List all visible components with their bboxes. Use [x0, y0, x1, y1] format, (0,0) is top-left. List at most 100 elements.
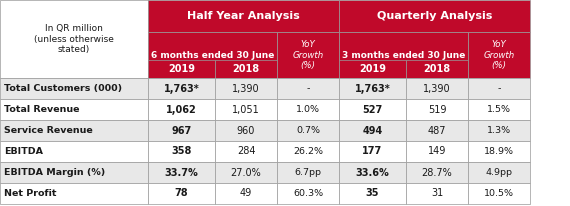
Text: 27.0%: 27.0% [231, 167, 262, 178]
Bar [339, 162, 406, 183]
Text: 60.3%: 60.3% [293, 189, 323, 198]
Text: 28.7%: 28.7% [422, 167, 453, 178]
Bar [339, 60, 406, 78]
Text: 2019: 2019 [359, 64, 386, 74]
Text: 1,390: 1,390 [423, 83, 451, 94]
Bar [215, 60, 277, 78]
Text: 4.9pp: 4.9pp [486, 168, 512, 177]
Bar [468, 120, 530, 141]
Text: Total Customers (000): Total Customers (000) [4, 84, 122, 93]
Text: 3 months ended 30 June: 3 months ended 30 June [342, 50, 465, 60]
Text: YoY
Growth
(%): YoY Growth (%) [483, 40, 515, 70]
Text: 31: 31 [431, 188, 443, 199]
Text: 1,051: 1,051 [232, 104, 260, 115]
Text: 0.7%: 0.7% [296, 126, 320, 135]
Text: 10.5%: 10.5% [484, 189, 514, 198]
Text: 177: 177 [363, 146, 382, 157]
Bar [406, 78, 468, 99]
Bar [148, 32, 277, 78]
Text: 1.0%: 1.0% [296, 105, 320, 114]
Bar [339, 141, 406, 162]
Text: 487: 487 [428, 125, 446, 136]
Text: 2018: 2018 [424, 64, 450, 74]
Text: 78: 78 [174, 188, 188, 199]
Text: 1.3%: 1.3% [487, 126, 511, 135]
Bar [339, 99, 406, 120]
Bar [148, 183, 215, 204]
Text: 18.9%: 18.9% [484, 147, 514, 156]
Bar [468, 183, 530, 204]
Text: 49: 49 [240, 188, 252, 199]
Text: 960: 960 [237, 125, 255, 136]
Text: 519: 519 [428, 104, 446, 115]
Bar [0, 162, 148, 183]
Text: 2019: 2019 [168, 64, 195, 74]
Bar [277, 99, 339, 120]
Bar [215, 78, 277, 99]
Text: 26.2%: 26.2% [293, 147, 323, 156]
Bar [339, 78, 406, 99]
Bar [148, 162, 215, 183]
Text: 1,062: 1,062 [166, 104, 197, 115]
Text: 149: 149 [428, 146, 446, 157]
Text: 35: 35 [366, 188, 379, 199]
Bar [339, 0, 530, 32]
Bar [277, 183, 339, 204]
Bar [277, 32, 339, 78]
Text: 33.6%: 33.6% [356, 167, 389, 178]
Text: 6 months ended 30 June: 6 months ended 30 June [151, 50, 274, 60]
Bar [215, 162, 277, 183]
Bar [277, 120, 339, 141]
Bar [277, 78, 339, 99]
Bar [215, 99, 277, 120]
Bar [0, 183, 148, 204]
Bar [148, 141, 215, 162]
Text: -: - [497, 84, 500, 93]
Text: Half Year Analysis: Half Year Analysis [187, 11, 300, 21]
Bar [339, 120, 406, 141]
Bar [468, 99, 530, 120]
Text: In QR million
(unless otherwise
stated): In QR million (unless otherwise stated) [34, 25, 114, 54]
Text: EBITDA: EBITDA [4, 147, 43, 156]
Text: YoY
Growth
(%): YoY Growth (%) [292, 40, 324, 70]
Bar [339, 32, 468, 78]
Text: 284: 284 [237, 146, 255, 157]
Bar [148, 120, 215, 141]
Bar [468, 162, 530, 183]
Bar [468, 141, 530, 162]
Text: 1,390: 1,390 [232, 83, 260, 94]
Text: 1.5%: 1.5% [487, 105, 511, 114]
Bar [406, 60, 468, 78]
Bar [406, 120, 468, 141]
Bar [406, 141, 468, 162]
Bar [0, 141, 148, 162]
Text: 967: 967 [172, 125, 192, 136]
Bar [277, 141, 339, 162]
Text: 527: 527 [363, 104, 382, 115]
Text: Service Revenue: Service Revenue [4, 126, 93, 135]
Bar [406, 162, 468, 183]
Bar [468, 78, 530, 99]
Bar [148, 60, 215, 78]
Text: 358: 358 [172, 146, 192, 157]
Bar [277, 162, 339, 183]
Text: EBITDA Margin (%): EBITDA Margin (%) [4, 168, 105, 177]
Bar [406, 99, 468, 120]
Bar [0, 78, 148, 99]
Text: Total Revenue: Total Revenue [4, 105, 79, 114]
Text: 494: 494 [363, 125, 382, 136]
Bar [215, 183, 277, 204]
Text: 33.7%: 33.7% [165, 167, 198, 178]
Text: Quarterly Analysis: Quarterly Analysis [377, 11, 492, 21]
Bar [339, 183, 406, 204]
Bar [148, 0, 339, 32]
Bar [406, 183, 468, 204]
Bar [468, 32, 530, 78]
Bar [148, 78, 215, 99]
Bar [0, 0, 148, 78]
Text: -: - [306, 84, 310, 93]
Bar [0, 120, 148, 141]
Text: 2018: 2018 [233, 64, 259, 74]
Bar [215, 120, 277, 141]
Text: Net Profit: Net Profit [4, 189, 56, 198]
